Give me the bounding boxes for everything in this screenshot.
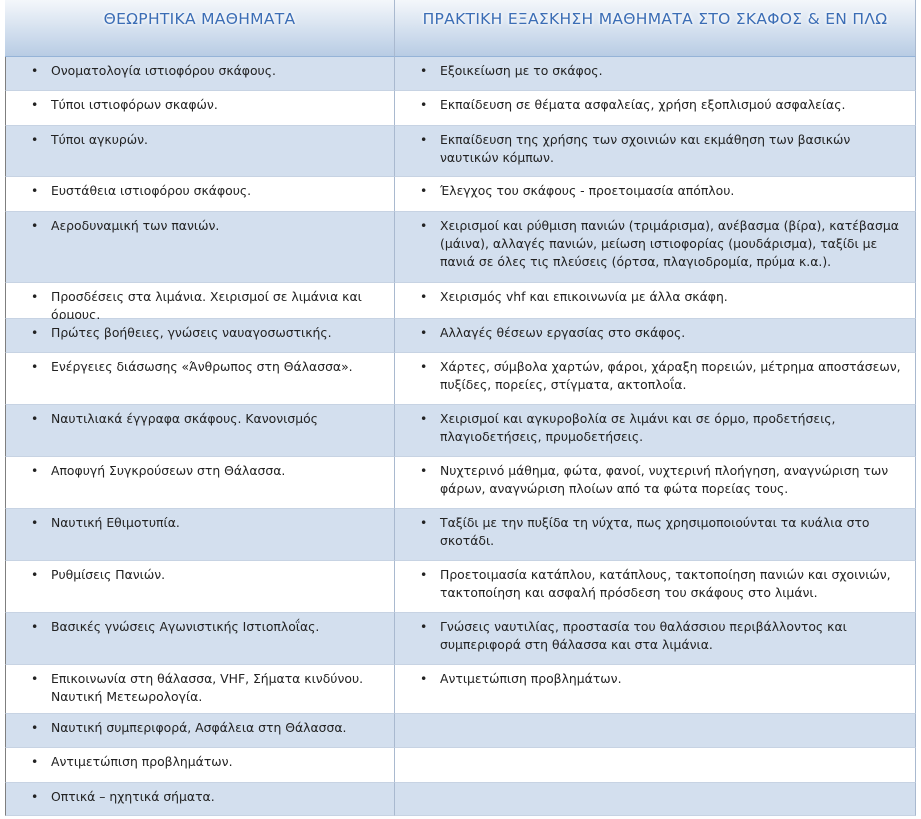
cell-text: Αεροδυναμική των πανιών. <box>51 218 220 233</box>
bullet: • <box>420 463 428 478</box>
cell-text: Προετοιμασία κατάπλου, κατάπλους, τακτοπ… <box>440 567 891 600</box>
cell-text: Πρώτες βοήθειες, γνώσεις ναυαγοσωστικής. <box>51 325 332 340</box>
bullet: • <box>31 671 39 686</box>
bullet: • <box>420 132 428 147</box>
bullet: • <box>31 754 39 769</box>
cell-text: Ναυτική Εθιμοτυπία. <box>51 515 180 530</box>
bullet: • <box>31 463 39 478</box>
bullet: • <box>31 619 39 634</box>
table-cell: • Νυχτερινό μάθημα, φώτα, φανοί, νυχτεριν… <box>395 457 916 509</box>
cell-text: Αλλαγές θέσεων εργασίας στο σκάφος. <box>440 325 686 340</box>
bullet: • <box>31 359 39 374</box>
bullet: • <box>420 411 428 426</box>
bullet: • <box>31 720 39 735</box>
table-cell: • Αντιμετώπιση προβλημάτων. <box>5 748 395 783</box>
bullet: • <box>31 325 39 340</box>
table-cell: • Τύποι ιστιοφόρων σκαφών. <box>5 91 395 126</box>
bullet: • <box>420 671 428 686</box>
table-cell: • Χάρτες, σύμβολα χαρτών, φάροι, χάραξη π… <box>395 353 916 405</box>
table-cell: • Οπτικά – ηχητικά σήματα. <box>5 783 395 816</box>
cell-text: Τύποι ιστιοφόρων σκαφών. <box>51 97 218 112</box>
cell-text: Χειρισμοί και αγκυροβολία σε λιμάνι και … <box>440 411 836 444</box>
table-cell: • Χειρισμοί και αγκυροβολία σε λιμάνι και… <box>395 405 916 457</box>
cell-text: Επικοινωνία στη θάλασσα, VHF, Σήματα κιν… <box>51 671 364 704</box>
bullet: • <box>420 325 428 340</box>
table-cell: • Εκπαίδευση σε θέματα ασφαλείας, χρήση ε… <box>395 91 916 126</box>
table-cell: • Ρυθμίσεις Πανιών. <box>5 561 395 613</box>
bullet: • <box>420 289 428 304</box>
table-cell <box>395 748 916 783</box>
cell-text: Εκπαίδευση της χρήσης των σχοινιών και ε… <box>440 132 851 165</box>
bullet: • <box>31 289 39 304</box>
bullet: • <box>420 515 428 530</box>
table-cell: • Βασικές γνώσεις Αγωνιστικής Ιστιοπλοΐας… <box>5 613 395 665</box>
table-cell: • Ονοματολογία ιστιοφόρου σκάφους. <box>5 57 395 91</box>
table-cell: • Ενέργειες διάσωσης «Άνθρωπος στη Θάλασσ… <box>5 353 395 405</box>
table-cell: • Αεροδυναμική των πανιών. <box>5 212 395 283</box>
cell-text: Ρυθμίσεις Πανιών. <box>51 567 166 582</box>
bullet: • <box>31 567 39 582</box>
bullet: • <box>31 183 39 198</box>
bullet: • <box>420 183 428 198</box>
cell-text: Ναυτική συμπεριφορά, Ασφάλεια στη Θάλασσ… <box>51 720 347 735</box>
cell-text: Χειρισμοί και ρύθμιση πανιών (τριμάρισμα… <box>440 218 899 269</box>
table-cell: • Πρώτες βοήθειες, γνώσεις ναυαγοσωστικής… <box>5 319 395 353</box>
table-cell: • Ναυτική συμπεριφορά, Ασφάλεια στη Θάλασ… <box>5 714 395 748</box>
table-cell: • Ναυτιλιακά έγγραφα σκάφους. Κανονισμός <box>5 405 395 457</box>
table-cell: • Ευστάθεια ιστιοφόρου σκάφους. <box>5 177 395 212</box>
cell-text: Τύποι αγκυρών. <box>51 132 148 147</box>
table-cell: • Γνώσεις ναυτιλίας, προστασία του θαλάσσ… <box>395 613 916 665</box>
bullet: • <box>31 515 39 530</box>
table-cell: • Εξοικείωση με το σκάφος. <box>395 57 916 91</box>
cell-text: Εκπαίδευση σε θέματα ασφαλείας, χρήση εξ… <box>440 97 846 112</box>
bullet: • <box>31 411 39 426</box>
cell-text: Αποφυγή Συγκρούσεων στη Θάλασσα. <box>51 463 286 478</box>
bullet: • <box>420 97 428 112</box>
table-cell: • Εκπαίδευση της χρήσης των σχοινιών και … <box>395 126 916 177</box>
table-cell: • Αποφυγή Συγκρούσεων στη Θάλασσα. <box>5 457 395 509</box>
table-cell: • Προσδέσεις στα λιμάνια. Χειρισμοί σε λι… <box>5 283 395 322</box>
cell-text: Ονοματολογία ιστιοφόρου σκάφους. <box>51 63 276 78</box>
bullet: • <box>420 63 428 78</box>
column-header: ΠΡΑΚΤΙΚΗ ΕΞΑΣΚΗΣΗ ΜΑΘΗΜΑΤΑ ΣΤΟ ΣΚΑΦΟΣ & … <box>395 0 916 57</box>
cell-text: Ναυτιλιακά έγγραφα σκάφους. Κανονισμός <box>51 411 318 426</box>
table-cell <box>395 714 916 748</box>
table-cell: • Χειρισμοί και ρύθμιση πανιών (τριμάρισμ… <box>395 212 916 283</box>
cell-text: Χειρισμός vhf και επικοινωνία με άλλα σκ… <box>440 289 728 304</box>
table-cell: • Ναυτική Εθιμοτυπία. <box>5 509 395 561</box>
cell-text: Αντιμετώπιση προβλημάτων. <box>51 754 233 769</box>
table-cell: • Αντιμετώπιση προβλημάτων. <box>395 665 916 714</box>
bullet: • <box>420 619 428 634</box>
cell-text: Αντιμετώπιση προβλημάτων. <box>440 671 622 686</box>
bullet: • <box>31 218 39 233</box>
cell-text: Προσδέσεις στα λιμάνια. Χειρισμοί σε λιμ… <box>51 289 362 322</box>
cell-text: Νυχτερινό μάθημα, φώτα, φανοί, νυχτερινή… <box>440 463 889 496</box>
cell-text: Εξοικείωση με το σκάφος. <box>440 63 603 78</box>
cell-text: Ενέργειες διάσωσης «Άνθρωπος στη Θάλασσα… <box>51 359 353 374</box>
cell-text: Ευστάθεια ιστιοφόρου σκάφους. <box>51 183 252 198</box>
table-cell: • Τύποι αγκυρών. <box>5 126 395 177</box>
bullet: • <box>31 132 39 147</box>
cell-text: Ταξίδι με την πυξίδα τη νύχτα, πως χρησι… <box>440 515 870 548</box>
bullet: • <box>31 789 39 804</box>
bullet: • <box>420 359 428 374</box>
table-cell: • Χειρισμός vhf και επικοινωνία με άλλα σ… <box>395 283 916 319</box>
cell-text: Γνώσεις ναυτιλίας, προστασία του θαλάσσι… <box>440 619 847 652</box>
cell-text: Βασικές γνώσεις Αγωνιστικής Ιστιοπλοΐας. <box>51 619 320 634</box>
column-header: ΘΕΩΡΗΤΙΚΑ ΜΑΘΗΜΑΤΑ <box>5 0 395 57</box>
table-cell: • Προετοιμασία κατάπλου, κατάπλους, τακτο… <box>395 561 916 613</box>
cell-text: Χάρτες, σύμβολα χαρτών, φάροι, χάραξη πο… <box>440 359 901 392</box>
bullet: • <box>31 97 39 112</box>
table-cell: • Ταξίδι με την πυξίδα τη νύχτα, πως χρησ… <box>395 509 916 561</box>
table-cell <box>395 783 916 816</box>
bullet: • <box>31 63 39 78</box>
bullet: • <box>420 567 428 582</box>
table-cell: • Έλεγχος του σκάφους - προετοιμασία απόπ… <box>395 177 916 212</box>
table-cell: • Αλλαγές θέσεων εργασίας στο σκάφος. <box>395 319 916 353</box>
bullet: • <box>420 218 428 233</box>
table-cell: • Επικοινωνία στη θάλασσα, VHF, Σήματα κι… <box>5 665 395 714</box>
cell-text: Έλεγχος του σκάφους - προετοιμασία απόπλ… <box>440 183 735 198</box>
cell-text: Οπτικά – ηχητικά σήματα. <box>51 789 215 804</box>
